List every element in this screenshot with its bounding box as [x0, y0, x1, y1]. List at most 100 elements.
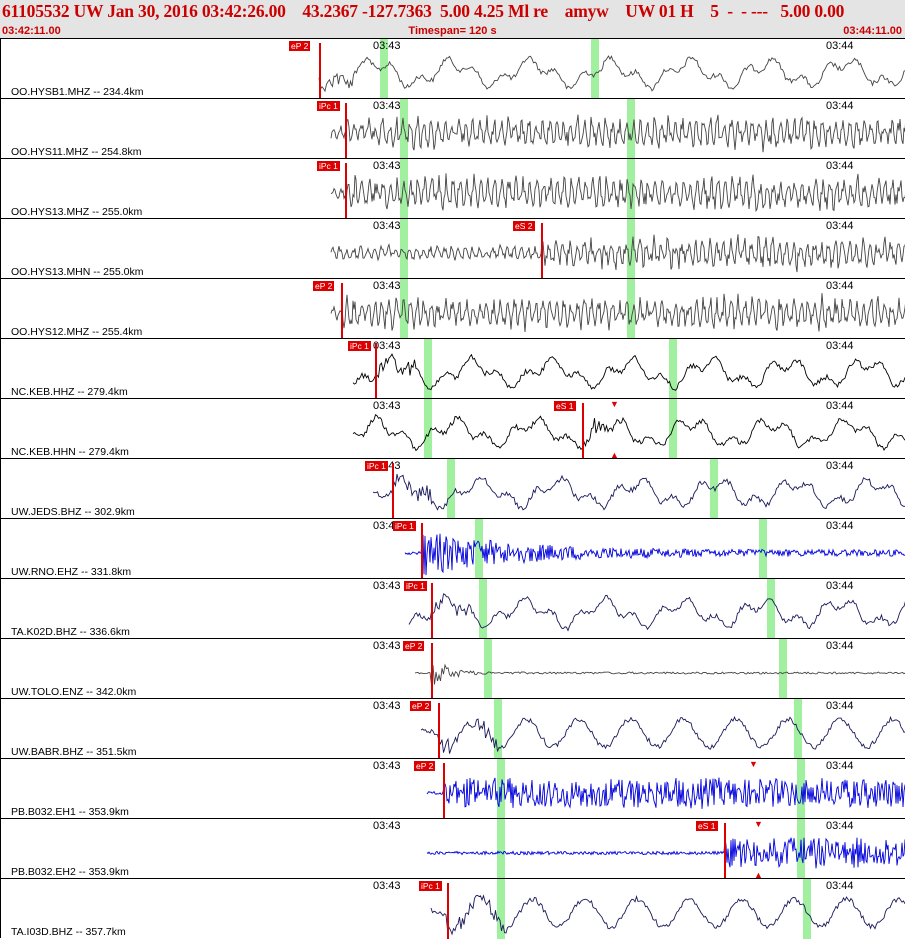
phase-marker — [479, 579, 487, 639]
waveform-path — [372, 473, 905, 511]
trace-panel[interactable]: 03:43 03:44 iPc 1 TA.K02D.BHZ -- 336.6km — [0, 578, 905, 639]
trace-panel[interactable]: 03:43 03:44 iPc 1 OO.HYS11.MHZ -- 254.8km — [0, 98, 905, 159]
event-title: 61105532 UW Jan 30, 2016 03:42:26.00 43.… — [2, 1, 845, 21]
trace-panel[interactable]: 03:43 03:44 iPc 1 TA.I03D.BHZ -- 357.7km — [0, 878, 905, 939]
channel-label: OO.HYS12.MHZ -- 255.4km — [11, 326, 143, 338]
phase-marker — [484, 639, 492, 699]
trace-panel[interactable]: 03:43 03:44 eS 1 PB.B032.EH2 -- 353.9km ▼ ▲ — [0, 818, 905, 880]
seismogram-plot[interactable]: 03:43 03:44 eP 2 OO.HYSB1.MHZ -- 234.4km 03:… — [0, 38, 905, 940]
trace-panel[interactable]: 03:43 03:44 iPc 1 OO.HYS13.MHZ -- 255.0km — [0, 158, 905, 219]
phase-pick-line[interactable] — [438, 703, 440, 759]
phase-marker — [591, 39, 599, 99]
phase-pick-label[interactable]: iPc 1 — [317, 101, 340, 111]
waveform-path — [426, 777, 905, 809]
time-tick-label: 03:43 — [373, 280, 401, 292]
timespan-label: Timespan= 120 s — [408, 25, 497, 37]
phase-marker — [497, 879, 505, 939]
channel-label: PB.B032.EH2 -- 353.9km — [11, 866, 129, 878]
phase-pick-label[interactable]: eP 2 — [289, 41, 311, 51]
channel-label: TA.K02D.BHZ -- 336.6km — [11, 626, 130, 638]
trace-panel[interactable]: 03:43 03:44 eP 2 UW.BABR.BHZ -- 351.5km — [0, 698, 905, 759]
channel-label: NC.KEB.HHZ -- 279.4km — [11, 386, 128, 398]
phase-marker — [400, 219, 408, 279]
waveform-path — [404, 533, 905, 576]
time-tick-label: 03:43 — [373, 220, 401, 232]
phase-marker — [400, 159, 408, 219]
phase-pick-line[interactable] — [421, 523, 423, 579]
waveform-trace — [330, 234, 905, 273]
channel-label: UW.BABR.BHZ -- 351.5km — [11, 746, 137, 758]
trace-panel[interactable]: 03:43 03:44 eP 2 PB.B032.EH1 -- 353.9km ▼ — [0, 758, 905, 819]
waveform-trace — [426, 837, 905, 869]
waveform-trace — [372, 473, 905, 511]
channel-label: UW.RNO.EHZ -- 331.8km — [11, 566, 132, 578]
phase-pick-label[interactable]: eP 2 — [313, 281, 335, 291]
phase-pick-line[interactable] — [582, 403, 584, 459]
time-tick-label: 03:43 — [373, 880, 401, 892]
waveform-path — [420, 715, 905, 754]
waveform-path — [318, 55, 905, 93]
phase-marker — [497, 759, 505, 819]
phase-pick-label[interactable]: iPc 1 — [317, 161, 340, 171]
phase-pick-label[interactable]: eP 2 — [414, 761, 436, 771]
phase-pick-line[interactable] — [345, 103, 347, 159]
phase-pick-line[interactable] — [319, 43, 321, 99]
phase-pick-label[interactable]: iPc 1 — [365, 461, 388, 471]
waveform-path — [330, 173, 905, 213]
channel-label: OO.HYS11.MHZ -- 254.8km — [11, 146, 142, 158]
waveform-path — [408, 593, 905, 632]
phase-pick-line[interactable] — [431, 643, 433, 699]
phase-pick-line[interactable] — [431, 583, 433, 639]
phase-pick-line[interactable] — [341, 283, 343, 339]
phase-pick-label[interactable]: eP 2 — [403, 641, 425, 651]
time-tick-label: 03:44 — [826, 760, 854, 772]
time-end-label: 03:44:11.00 — [843, 25, 902, 37]
phase-pick-line[interactable] — [443, 763, 445, 819]
phase-pick-label[interactable]: iPc 1 — [348, 341, 371, 351]
time-tick-label: 03:44 — [826, 280, 854, 292]
waveform-path — [330, 114, 905, 153]
phase-marker — [759, 519, 767, 579]
phase-pick-line[interactable] — [541, 223, 543, 279]
phase-pick-label[interactable]: eS 1 — [554, 401, 576, 411]
phase-pick-label[interactable]: iPc 1 — [419, 881, 442, 891]
time-tick-label: 03:44 — [826, 220, 854, 232]
trace-panel[interactable]: 03:43 03:44 eS 2 OO.HYS13.MHN -- 255.0km — [0, 218, 905, 279]
waveform-trace — [330, 173, 905, 213]
phase-marker — [475, 519, 483, 579]
time-tick-label: 03:44 — [826, 40, 854, 52]
phase-pick-line[interactable] — [345, 163, 347, 219]
phase-pick-line[interactable] — [392, 463, 394, 519]
phase-pick-line[interactable] — [447, 883, 449, 939]
waveform-path — [352, 413, 905, 452]
waveform-trace — [408, 593, 905, 632]
amplitude-marker-up-icon: ▲ — [610, 450, 619, 460]
waveform-path — [414, 663, 905, 685]
time-tick-label: 03:44 — [826, 820, 854, 832]
time-tick-label: 03:43 — [373, 160, 401, 172]
waveform-trace — [330, 293, 905, 333]
phase-pick-line[interactable] — [375, 343, 377, 399]
phase-marker — [627, 159, 635, 219]
trace-panel[interactable]: 03:43 03:44 iPc 1 UW.RNO.EHZ -- 331.8km — [0, 518, 905, 579]
trace-panel[interactable]: 03:43 03:44 iPc 1 NC.KEB.HHZ -- 279.4km — [0, 338, 905, 399]
channel-label: OO.HYS13.MHZ -- 255.0km — [11, 206, 143, 218]
phase-marker — [797, 759, 805, 819]
channel-label: TA.I03D.BHZ -- 357.7km — [11, 926, 126, 938]
phase-pick-label[interactable]: eS 1 — [696, 821, 718, 831]
header-bar: 61105532 UW Jan 30, 2016 03:42:26.00 43.… — [0, 0, 905, 39]
phase-marker — [380, 39, 388, 99]
time-tick-label: 03:43 — [373, 700, 401, 712]
phase-pick-label[interactable]: iPc 1 — [404, 581, 427, 591]
trace-panel[interactable]: 03:43 03:44 eS 1 NC.KEB.HHN -- 279.4km ▼ ▲ — [0, 398, 905, 460]
trace-panel[interactable]: 03:43 03:44 eP 2 UW.TOLO.ENZ -- 342.0km — [0, 638, 905, 699]
phase-pick-label[interactable]: iPc 1 — [393, 521, 416, 531]
phase-pick-label[interactable]: eS 2 — [513, 221, 535, 231]
trace-panel[interactable]: 03:43 03:44 eP 2 OO.HYSB1.MHZ -- 234.4km — [0, 38, 905, 99]
trace-panel[interactable]: 03:43 03:44 eP 2 OO.HYS12.MHZ -- 255.4km — [0, 278, 905, 339]
time-tick-label: 03:44 — [826, 460, 854, 472]
phase-pick-line[interactable] — [724, 823, 726, 879]
channel-label: OO.HYS13.MHN -- 255.0km — [11, 266, 144, 278]
phase-pick-label[interactable]: eP 2 — [410, 701, 432, 711]
